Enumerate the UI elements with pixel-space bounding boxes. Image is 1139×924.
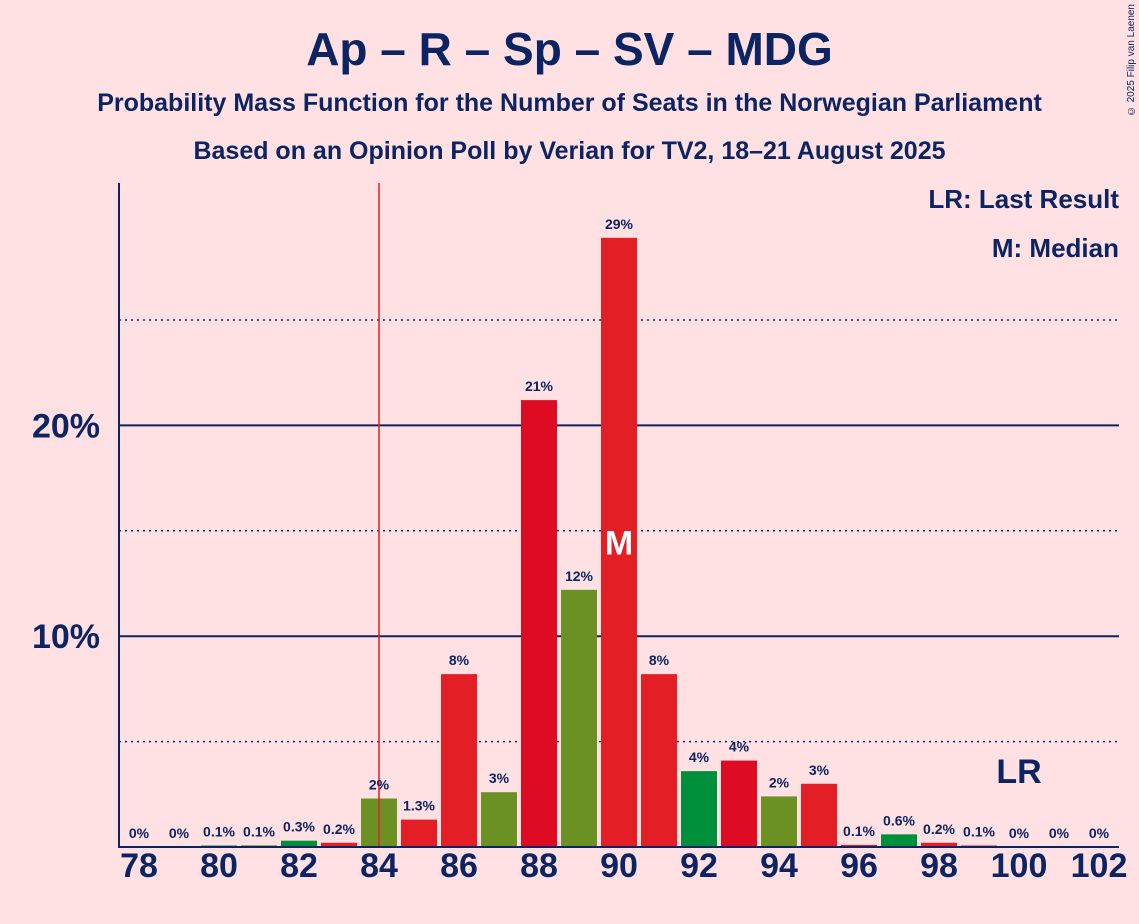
chart-subtitle: Probability Mass Function for the Number…	[97, 89, 1042, 117]
bar	[641, 674, 677, 847]
x-tick-label: 94	[760, 847, 798, 885]
x-tick-label: 98	[920, 847, 958, 885]
x-tick-label: 84	[360, 847, 398, 885]
bar	[721, 760, 757, 847]
bar	[401, 819, 437, 847]
legend-last-result: LR: Last Result	[928, 184, 1119, 214]
bar-value-label: 0.1%	[203, 824, 235, 840]
x-tick-label: 86	[440, 847, 478, 885]
bar	[481, 792, 517, 847]
bar-value-label: 29%	[605, 216, 634, 232]
x-tick-label: 88	[520, 847, 558, 885]
x-tick-label: 102	[1071, 847, 1128, 885]
bar-value-label: 3%	[489, 770, 510, 786]
bar-value-label: 4%	[729, 739, 750, 755]
bar-value-label: 21%	[525, 378, 554, 394]
bar	[601, 237, 637, 848]
bar-value-label: 0.2%	[923, 821, 955, 837]
bar	[841, 844, 877, 847]
bar-value-label: 2%	[769, 774, 790, 790]
bar-value-label: 0.1%	[243, 823, 275, 839]
bar	[321, 842, 357, 847]
bar-value-label: 2%	[369, 777, 390, 793]
bar-value-label: 0%	[1089, 825, 1110, 841]
chart-title: Ap – R – Sp – SV – MDG	[306, 23, 833, 75]
median-marker: M	[605, 524, 633, 562]
x-tick-label: 92	[680, 847, 718, 885]
legend-median: M: Median	[991, 233, 1119, 263]
bar-value-label: 4%	[689, 749, 710, 765]
bar	[441, 674, 477, 847]
bar	[561, 589, 597, 847]
bar-value-label: 0.1%	[843, 823, 875, 839]
x-tick-label: 82	[280, 847, 318, 885]
bar	[921, 842, 957, 847]
bar-value-label: 0.3%	[283, 819, 315, 835]
bar	[281, 840, 317, 847]
bar-value-label: 12%	[565, 568, 594, 584]
x-tick-label: 80	[200, 847, 238, 885]
bar	[801, 783, 837, 847]
y-tick-label: 10%	[32, 618, 100, 656]
bar-value-label: 0%	[1009, 825, 1030, 841]
bar-value-label: 0.1%	[963, 824, 995, 840]
x-tick-label: 78	[120, 847, 158, 885]
bar-value-label: 0%	[1049, 825, 1070, 841]
bar	[881, 834, 917, 847]
bar	[761, 796, 797, 847]
bar-value-label: 0.6%	[883, 812, 915, 828]
x-tick-label: 90	[600, 847, 638, 885]
last-result-marker: LR	[996, 753, 1041, 791]
bar-value-label: 0%	[169, 825, 190, 841]
bar-value-label: 0%	[129, 825, 150, 841]
bar	[681, 771, 717, 847]
bar-value-label: 3%	[809, 762, 830, 778]
bar-value-label: 8%	[649, 652, 670, 668]
y-tick-label: 20%	[32, 407, 100, 445]
poll-source-subtitle: Based on an Opinion Poll by Verian for T…	[193, 137, 946, 165]
bar-value-label: 8%	[449, 652, 470, 668]
x-tick-label: 96	[840, 847, 878, 885]
x-tick-label: 100	[991, 847, 1048, 885]
bar-value-label: 1.3%	[403, 798, 435, 814]
bar-value-label: 0.2%	[323, 821, 355, 837]
bar	[521, 400, 557, 847]
